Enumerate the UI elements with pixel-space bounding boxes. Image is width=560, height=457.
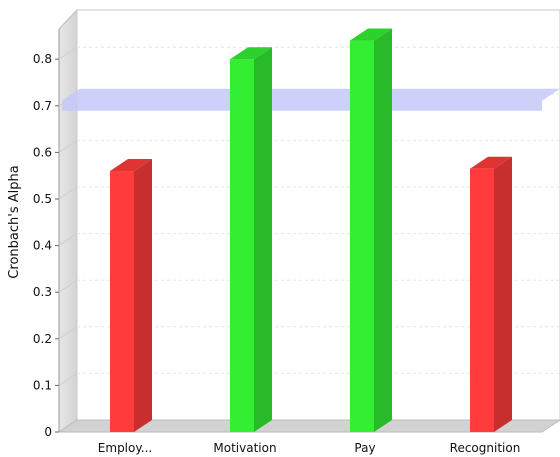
y-axis-ticks: 0 0.1 0.2 0.3 0.4 0.5 0.6 0.7 0.8: [33, 52, 59, 439]
bar-top: [230, 47, 272, 60]
plot-floor: [57, 419, 560, 433]
bar-side: [134, 159, 152, 433]
y-tick-label: 0.1: [33, 378, 52, 392]
bar-top: [110, 159, 152, 172]
bar-front: [110, 171, 134, 433]
bar-side: [494, 156, 512, 432]
x-category-label: Motivation: [213, 441, 276, 455]
y-tick-label: 0.7: [33, 99, 52, 113]
y-tick-label: 0.2: [33, 332, 52, 346]
gridline-side: [58, 139, 78, 153]
bar-top: [470, 156, 512, 169]
bar-front: [230, 59, 254, 432]
plot-side-wall: [58, 8, 78, 433]
y-tick-label: 0: [44, 425, 52, 439]
bar-employ: [110, 159, 152, 433]
x-category-label: Recognition: [450, 441, 521, 455]
bar-side: [374, 28, 392, 433]
x-category-label: Pay: [354, 441, 375, 455]
y-tick-label: 0.3: [33, 285, 52, 299]
y-axis-title: Cronbach's Alpha: [7, 165, 22, 278]
bar-recognition: [470, 156, 512, 432]
y-tick-label: 0.4: [33, 239, 52, 253]
bar-motivation: [230, 47, 272, 432]
gridline-side: [58, 46, 78, 60]
bar-side: [254, 47, 272, 432]
bar-top: [350, 28, 392, 41]
y-tick-label: 0.6: [33, 145, 52, 159]
x-category-label: Employ...: [98, 441, 152, 455]
bar-pay: [350, 28, 392, 433]
gridline-side: [58, 372, 78, 386]
threshold-band: [62, 88, 560, 111]
gridline-side: [58, 233, 78, 247]
x-axis-labels: Employ... Motivation Pay Recognition: [98, 441, 521, 455]
gridline-side: [58, 279, 78, 293]
bar-front: [350, 40, 374, 433]
y-tick-label: 0.8: [33, 52, 52, 66]
bar-front: [470, 168, 494, 432]
gridline-side: [58, 186, 78, 200]
bars: [110, 28, 512, 433]
gridline-side: [58, 326, 78, 340]
y-tick-label: 0.5: [33, 192, 52, 206]
gridlines: [58, 46, 560, 386]
